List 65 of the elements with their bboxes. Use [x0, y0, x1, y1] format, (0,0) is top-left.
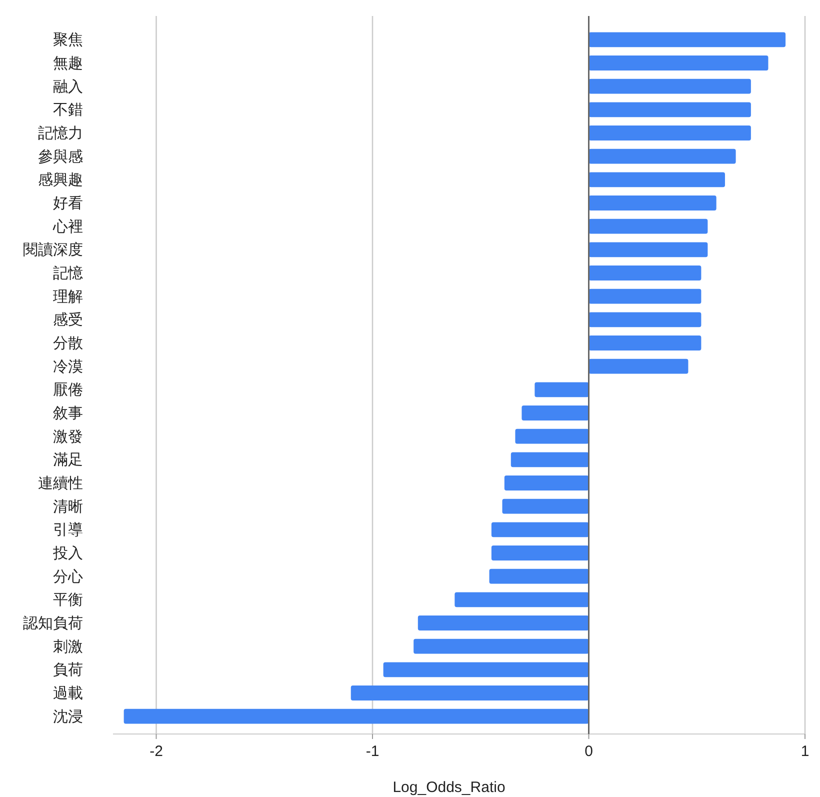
- bar: [588, 242, 708, 258]
- bar: [383, 662, 589, 678]
- bar: [588, 148, 736, 164]
- bar: [588, 172, 725, 188]
- y-tick-label: 心裡: [52, 218, 83, 236]
- y-tick-label: 連續性: [38, 475, 83, 492]
- bar: [588, 32, 786, 48]
- y-tick-label: 刺激: [53, 638, 83, 656]
- bar: [414, 638, 589, 654]
- bar: [588, 266, 702, 280]
- bar: [510, 452, 589, 468]
- y-tick-label: 敘事: [53, 405, 83, 422]
- y-tick-label: 融入: [53, 78, 83, 96]
- bar: [454, 592, 589, 608]
- bar: [502, 498, 589, 514]
- y-tick-label: 激發: [53, 428, 83, 446]
- y-tick-label: 感興趣: [38, 172, 83, 189]
- y-tick-label: 不錯: [53, 102, 83, 119]
- y-tick-label: 無趣: [53, 55, 83, 72]
- x-tick-label: 0: [584, 743, 593, 760]
- bar: [588, 56, 768, 70]
- x-tick-label: -1: [366, 743, 380, 760]
- bar: [515, 428, 589, 444]
- y-tick-label: 參與感: [38, 148, 83, 166]
- bar: [124, 708, 589, 724]
- bar: [588, 218, 708, 234]
- bar: [489, 568, 589, 584]
- y-tick-label: 記憶: [53, 265, 83, 282]
- y-tick-label: 投入: [52, 545, 83, 562]
- y-tick-label: 清晰: [53, 498, 83, 516]
- y-tick-label: 認知負荷: [23, 615, 83, 632]
- y-tick-label: 厭倦: [53, 382, 83, 399]
- y-tick-label: 分心: [53, 568, 83, 586]
- bar: [588, 102, 751, 118]
- y-tick-label: 閱讀深度: [23, 242, 83, 259]
- y-tick-label: 過載: [53, 685, 83, 702]
- bar: [588, 312, 702, 328]
- bar: [522, 406, 589, 420]
- y-tick-label: 記憶力: [38, 125, 83, 142]
- y-tick-label: 分散: [53, 335, 83, 352]
- bar: [588, 78, 751, 94]
- bar: [588, 336, 702, 350]
- y-tick-label: 感受: [53, 312, 83, 329]
- y-tick-label: 負荷: [53, 662, 83, 679]
- bar: [588, 358, 688, 374]
- y-tick-label: 冷漠: [53, 358, 83, 376]
- y-tick-label: 滿足: [53, 452, 83, 469]
- bar: [504, 476, 589, 490]
- bar: [491, 546, 589, 560]
- y-tick-label: 沈浸: [53, 708, 83, 726]
- bar: [588, 196, 716, 210]
- y-tick-label: 平衡: [53, 592, 83, 609]
- y-tick-label: 好看: [53, 195, 83, 212]
- bar: [588, 288, 702, 304]
- y-tick-label: 引導: [53, 522, 83, 539]
- bar: [491, 522, 589, 538]
- bar: [534, 382, 589, 398]
- x-tick-label: 1: [800, 743, 810, 760]
- bar: [418, 616, 589, 630]
- x-tick-label: -2: [150, 743, 163, 760]
- x-axis-title: Log_Odds_Ratio: [392, 779, 506, 796]
- bar: [350, 686, 589, 700]
- bar: [588, 126, 751, 140]
- y-tick-label: 聚焦: [53, 32, 83, 49]
- y-tick-label: 理解: [53, 288, 83, 306]
